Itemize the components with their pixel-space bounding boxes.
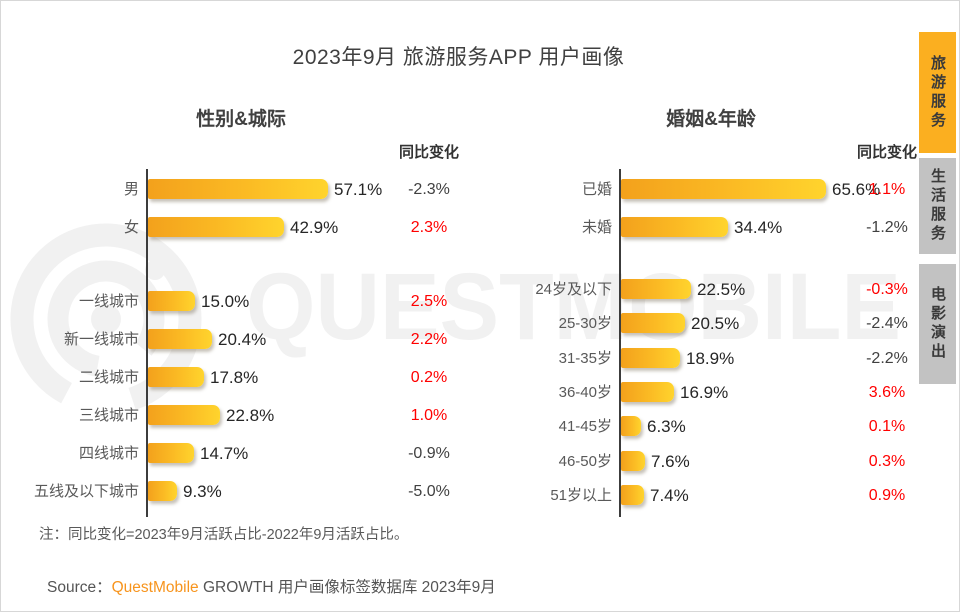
change-value: 3.6% (868, 384, 906, 401)
tab-movies-shows[interactable]: 电影演出 (919, 264, 956, 384)
value-label: 20.5% (691, 314, 740, 333)
bar (147, 291, 195, 311)
value-label: 17.8% (210, 368, 259, 387)
value-label: 7.4% (650, 486, 689, 505)
bar (147, 481, 177, 501)
row-label: 41-45岁 (558, 418, 612, 435)
value-label: 22.5% (697, 280, 746, 299)
change-value: 0.2% (410, 369, 448, 386)
bar (620, 485, 644, 505)
bar (147, 217, 284, 237)
bar (620, 179, 826, 199)
value-label: 14.7% (200, 444, 249, 463)
source-line: Source：QuestMobile GROWTH 用户画像标签数据库 2023… (47, 575, 496, 597)
source-brand: QuestMobile (111, 579, 199, 596)
change-value: -1.2% (866, 219, 908, 236)
value-label: 6.3% (647, 417, 686, 436)
change-value: -0.9% (408, 445, 450, 462)
value-label: 65.6% (832, 180, 881, 199)
bar (147, 443, 194, 463)
bar (147, 367, 204, 387)
change-column-header: 同比变化 (398, 144, 459, 161)
change-value: -5.0% (408, 483, 450, 500)
row-label: 51岁以上 (550, 487, 612, 504)
value-label: 16.9% (680, 383, 729, 402)
row-label: 三线城市 (78, 407, 139, 424)
value-label: 42.9% (290, 218, 339, 237)
row-label: 男 (123, 181, 139, 198)
change-value: 1.0% (410, 407, 448, 424)
value-label: 22.8% (226, 406, 275, 425)
bar (620, 382, 674, 402)
row-label: 46-50岁 (558, 453, 612, 470)
change-value: 2.3% (410, 219, 448, 236)
bar (620, 451, 645, 471)
change-value: 0.3% (868, 453, 906, 470)
row-label: 女 (123, 219, 139, 236)
bar (620, 279, 691, 299)
change-column-header: 同比变化 (856, 144, 917, 161)
change-value: -2.4% (866, 315, 908, 332)
tab-life-services[interactable]: 生活服务 (919, 158, 956, 254)
axis-line (619, 169, 621, 517)
value-label: 7.6% (651, 452, 690, 471)
source-prefix: Source： (47, 579, 112, 596)
row-label: 已婚 (581, 181, 612, 198)
bar (147, 179, 328, 199)
bar (620, 348, 680, 368)
row-label: 未婚 (581, 219, 612, 236)
change-value: 0.9% (868, 487, 906, 504)
chart-title: 性别&城际 (196, 109, 286, 130)
row-label: 二线城市 (78, 369, 139, 386)
row-label: 24岁及以下 (535, 281, 612, 298)
change-value: -2.3% (408, 181, 450, 198)
row-label: 36-40岁 (558, 384, 612, 401)
value-label: 20.4% (218, 330, 267, 349)
change-value: -0.3% (866, 281, 908, 298)
value-label: 15.0% (201, 292, 250, 311)
tab-travel-services[interactable]: 旅游服务 (919, 32, 956, 153)
value-label: 18.9% (686, 349, 735, 368)
bar (620, 416, 641, 436)
page-title: 2023年9月 旅游服务APP 用户画像 (292, 46, 625, 69)
bar (620, 217, 728, 237)
change-value: 0.1% (868, 418, 906, 435)
bar (147, 405, 220, 425)
row-label: 一线城市 (78, 293, 139, 310)
row-label: 31-35岁 (558, 350, 612, 367)
change-value: -2.2% (866, 350, 908, 367)
footnote: 注：同比变化=2023年9月活跃占比-2022年9月活跃占比。 (39, 527, 409, 543)
bar (147, 329, 212, 349)
change-value: 2.5% (410, 293, 448, 310)
source-suffix: GROWTH 用户画像标签数据库 2023年9月 (198, 579, 496, 596)
value-label: 34.4% (734, 218, 783, 237)
change-value: 1.1% (868, 181, 906, 198)
row-label: 25-30岁 (558, 315, 612, 332)
change-value: 2.2% (410, 331, 448, 348)
row-label: 五线及以下城市 (33, 483, 139, 500)
value-label: 57.1% (334, 180, 383, 199)
row-label: 新一线城市 (63, 331, 139, 348)
row-label: 四线城市 (78, 445, 139, 462)
chart-title: 婚姻&年龄 (666, 109, 756, 130)
bar (620, 313, 685, 333)
value-label: 9.3% (183, 482, 222, 501)
